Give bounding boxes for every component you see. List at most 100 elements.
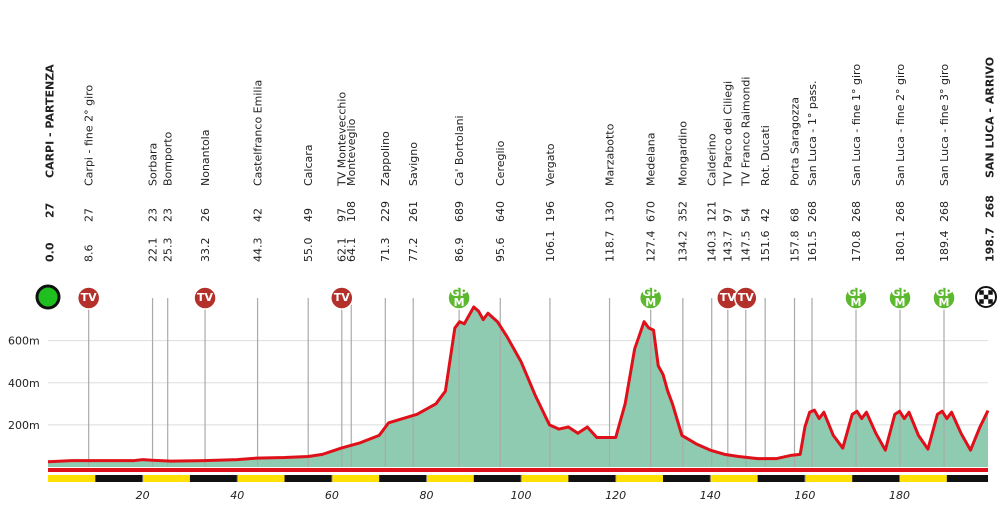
start-marker bbox=[35, 284, 61, 310]
waypoint-km: 180.1 bbox=[894, 231, 907, 263]
waypoint-name: Calderino bbox=[706, 133, 719, 186]
icon-circle bbox=[447, 286, 471, 310]
km-stripe bbox=[757, 475, 805, 482]
waypoint-name: Monteveglio bbox=[345, 118, 358, 186]
km-stripe bbox=[662, 475, 711, 482]
waypoint-name: SAN LUCA - ARRIVO bbox=[983, 57, 996, 178]
waypoint-name: Carpi - fine 2° giro bbox=[83, 85, 96, 186]
waypoint-name: Porta Saragozza bbox=[788, 97, 801, 186]
waypoint-icon: GPM bbox=[638, 286, 663, 310]
waypoint-name: TV Montevecchio bbox=[336, 92, 349, 187]
waypoint-km: 86.9 bbox=[453, 238, 466, 263]
waypoint-km: 140.3 bbox=[706, 231, 719, 263]
waypoint-icon: TV bbox=[330, 286, 354, 310]
km-stripe bbox=[899, 475, 947, 482]
waypoint-km: 134.2 bbox=[677, 231, 690, 263]
y-tick-label: 400m bbox=[8, 377, 40, 390]
waypoint-icon: GPM bbox=[844, 286, 868, 310]
icon-circle bbox=[734, 286, 758, 310]
waypoint-altitude: 268 bbox=[938, 201, 951, 222]
km-stripe bbox=[473, 475, 522, 482]
waypoint-altitude: 42 bbox=[759, 208, 772, 222]
x-tick-label: 140 bbox=[700, 489, 721, 502]
km-stripe bbox=[804, 475, 853, 482]
km-stripe bbox=[95, 475, 143, 482]
icon-text: TV bbox=[81, 291, 98, 304]
waypoint-altitude: 23 bbox=[146, 208, 159, 222]
waypoint-km: 64.1 bbox=[345, 238, 358, 263]
icon-circle bbox=[638, 286, 663, 310]
x-tick-label: 40 bbox=[230, 489, 244, 502]
waypoint-altitude: 27 bbox=[83, 208, 96, 222]
km-stripe bbox=[142, 475, 190, 482]
waypoint-name: San Luca - fine 2° giro bbox=[894, 64, 907, 186]
waypoint-icon: GPM bbox=[888, 286, 912, 310]
y-tick-label: 600m bbox=[8, 335, 40, 348]
km-stripe bbox=[284, 475, 332, 482]
icon-text: M bbox=[851, 296, 862, 309]
waypoint-altitude: 42 bbox=[251, 208, 264, 222]
waypoint-name: Calcara bbox=[302, 144, 315, 186]
waypoint-km: 189.4 bbox=[938, 231, 951, 263]
waypoint-icon: TV bbox=[716, 286, 740, 310]
waypoint-km: 71.3 bbox=[379, 238, 392, 263]
finish-check bbox=[988, 290, 993, 295]
waypoint-altitude: 108 bbox=[345, 201, 358, 222]
waypoint-name: Savigno bbox=[407, 142, 420, 186]
km-stripe bbox=[48, 475, 96, 482]
icon-text: TV bbox=[197, 291, 214, 304]
waypoint-km: 62.1 bbox=[336, 238, 349, 263]
waypoint-name: San Luca - 1° pass. bbox=[806, 80, 819, 186]
icon-circle bbox=[932, 286, 956, 310]
km-stripe bbox=[331, 475, 380, 482]
x-tick-label: 180 bbox=[889, 489, 910, 502]
waypoint-km: 147.5 bbox=[740, 231, 753, 263]
waypoint-name: Bomporto bbox=[162, 131, 175, 186]
waypoint-altitude: 130 bbox=[603, 201, 616, 222]
waypoint-altitude: 68 bbox=[788, 208, 801, 222]
waypoint-name: Medelana bbox=[645, 132, 658, 186]
km-stripe bbox=[189, 475, 238, 482]
x-tick-label: 60 bbox=[325, 489, 339, 502]
waypoint-name: San Luca - fine 1° giro bbox=[850, 64, 863, 186]
waypoint-name: Mongardino bbox=[677, 121, 690, 186]
waypoint-altitude: 97 bbox=[336, 208, 349, 222]
waypoint-altitude: 54 bbox=[740, 208, 753, 222]
icon-circle bbox=[76, 286, 101, 310]
x-tick-label: 120 bbox=[605, 489, 626, 502]
y-tick-label: 200m bbox=[8, 419, 40, 432]
waypoint-altitude: 640 bbox=[494, 201, 507, 222]
icon-text: M bbox=[895, 296, 906, 309]
waypoint-km: 0.0 bbox=[43, 242, 56, 262]
waypoint-icon: GPM bbox=[447, 286, 471, 310]
icon-circle bbox=[193, 286, 217, 310]
finish-check bbox=[979, 290, 984, 295]
waypoint-altitude: 23 bbox=[162, 208, 175, 222]
icon-circle bbox=[844, 286, 868, 310]
waypoint-name: San Luca - fine 3° giro bbox=[938, 64, 951, 186]
km-stripe bbox=[615, 475, 663, 482]
waypoint-altitude: 97 bbox=[722, 208, 735, 222]
icon-circle bbox=[888, 286, 912, 310]
waypoint-km: 157.8 bbox=[788, 231, 801, 263]
waypoint-altitude: 121 bbox=[706, 201, 719, 222]
km-stripe bbox=[852, 475, 900, 482]
waypoint-name: CARPI - PARTENZA bbox=[43, 64, 56, 178]
waypoint-km: 22.1 bbox=[146, 238, 159, 263]
x-tick-label: 160 bbox=[794, 489, 815, 502]
waypoint-name: TV Franco Raimondi bbox=[740, 77, 753, 187]
waypoint-km: 118.7 bbox=[603, 231, 616, 263]
icon-text: M bbox=[939, 296, 950, 309]
km-stripe bbox=[521, 475, 569, 482]
finish-check bbox=[983, 294, 989, 300]
waypoint-altitude: 49 bbox=[302, 208, 315, 222]
km-stripe bbox=[379, 475, 427, 482]
waypoint-altitude: 196 bbox=[544, 201, 557, 222]
icon-text: GP bbox=[891, 286, 908, 299]
waypoint-name: Ca' Bortolani bbox=[453, 115, 466, 186]
icon-text: M bbox=[454, 296, 465, 309]
x-tick-label: 20 bbox=[136, 489, 150, 502]
waypoint-name: Rot. Ducati bbox=[759, 125, 772, 186]
km-stripe bbox=[946, 475, 988, 482]
